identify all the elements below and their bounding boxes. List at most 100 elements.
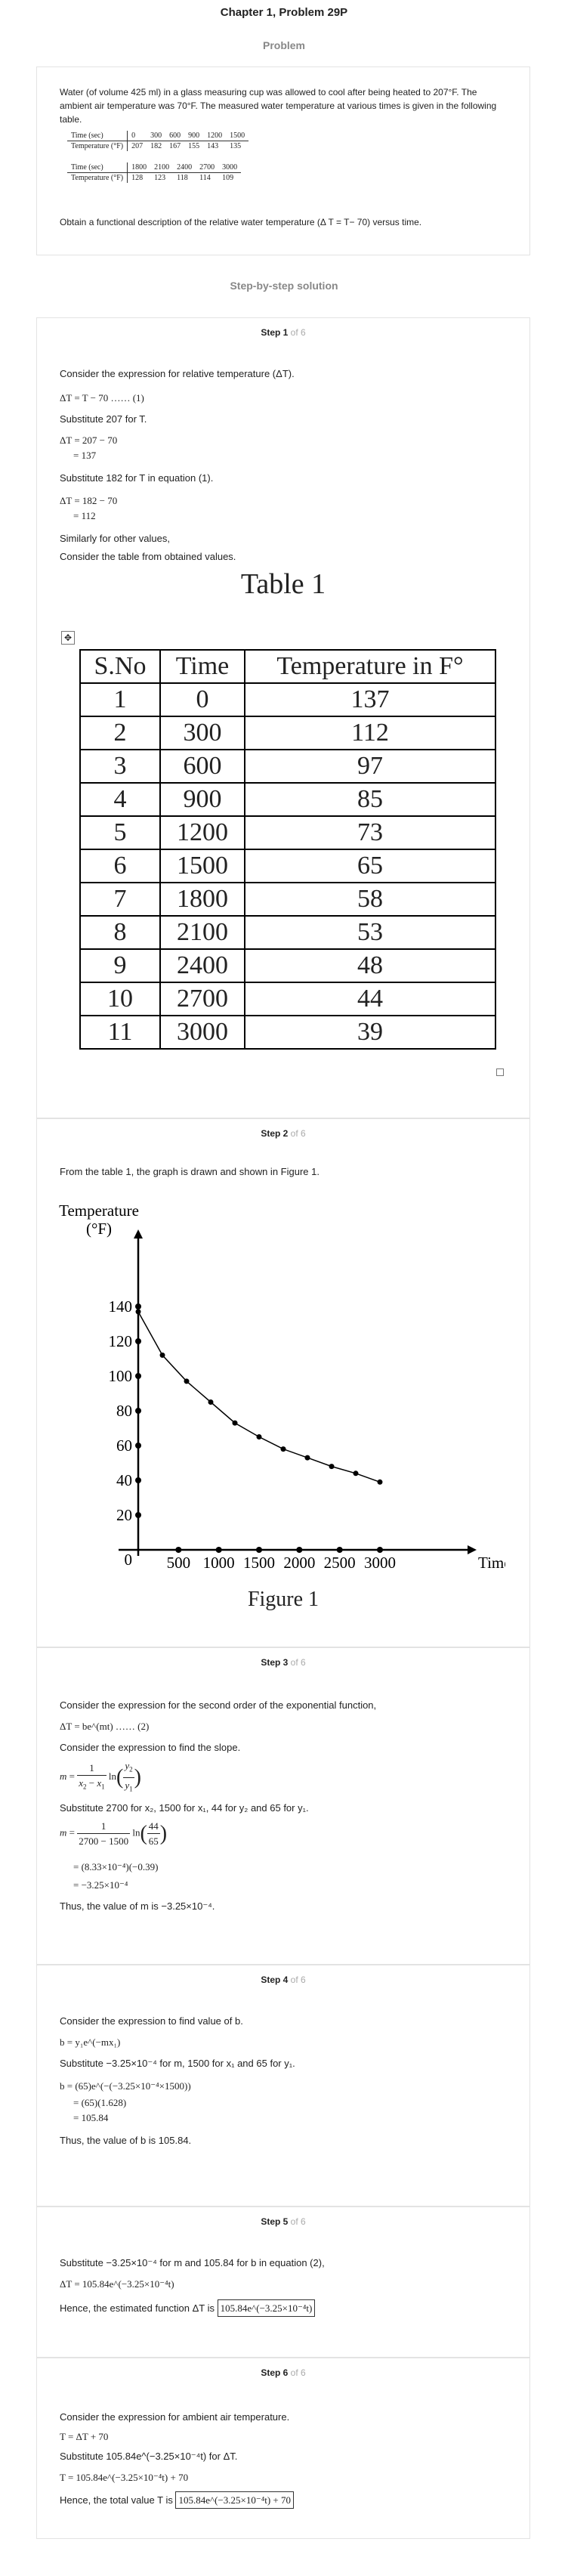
table-cell: 3000 [159,1015,245,1050]
table-cell: 118 [177,174,188,182]
y-tick-marker [135,1477,141,1483]
y-tick-label: 100 [109,1367,133,1385]
column-header: Time [159,649,245,684]
y-tick-label: 60 [116,1436,132,1455]
y-tick-label: 20 [116,1506,132,1524]
y-tick-label: 80 [116,1402,132,1420]
table-cell: 182 [150,142,162,150]
figure-caption: Figure 1 [247,1588,320,1611]
table-header: Time (sec) [67,131,128,141]
series-line [137,1311,381,1483]
step-4-card: Step 4 of 6 Consider the expression to f… [36,1965,530,2206]
step-text: Substitute 207 for T. [60,413,147,425]
y-tick-label: 40 [116,1471,132,1489]
equation: ΔT = 105.84e^(−3.25×10⁻⁴t) [60,2278,174,2290]
equation: = 112 [73,510,96,521]
equation: T = ΔT + 70 [60,2431,109,2442]
data-point [232,1420,238,1426]
table-cell: 600 [165,131,185,141]
table-cell: 109 [222,174,234,182]
data-point [377,1479,383,1485]
temperature-chart: Temperature(°F) Time (sec) 0 20 40 60 80 100 120… [59,1201,505,1572]
x-tick-marker [336,1547,343,1553]
equation: ΔT = 182 − 70 [60,495,118,506]
table-row: 10 2700 44 [79,982,496,1016]
y-tick-marker [135,1303,141,1310]
step-text: From the table 1, the graph is drawn and… [60,1166,320,1177]
table-row: 1 0 137 [79,682,496,717]
table-cell: 2700 [159,982,245,1016]
table-cell: 4 [79,782,161,817]
step-5-card: Step 5 of 6 Substitute −3.25×10⁻⁴ for m … [36,2206,530,2358]
step-3-card: Step 3 of 6 Consider the expression for … [36,1647,530,1965]
table-row: 8 2100 53 [79,915,496,950]
table-cell: 114 [199,174,211,182]
problem-table-2: Time (sec) 1800 2100 2400 2700 3000 Temp… [67,162,242,183]
table-cell: 900 [159,782,245,817]
answer-box: 105.84e^(−3.25×10⁻⁴t) [217,2299,316,2317]
x-tick-marker [296,1547,303,1553]
table-row: 2 300 112 [79,716,496,750]
data-point [280,1446,286,1452]
solution-label: Step-by-step solution [230,280,338,292]
table-cell: 300 [147,131,166,141]
y-tick-marker [135,1373,141,1379]
table-cell: 65 [244,849,496,883]
step-answer-line: Hence, the total value T is 105.84e^(−3.… [60,2491,507,2509]
step-text: Consider the expression for the second o… [60,1699,377,1711]
page-title: Chapter 1, Problem 29P [220,6,348,19]
x-axis-arrow-icon [468,1545,477,1554]
table-cell: 3 [79,749,161,784]
table-cell: 11 [79,1015,161,1050]
x-tick-label: 0 [125,1551,133,1569]
step-text: Substitute 2700 for x₂, 1500 for x₁, 44 … [60,1802,309,1814]
equation: ΔT = be^(mt) …… (2) [60,1721,150,1732]
y-axis-unit-label: (°F) [86,1220,112,1238]
table-row: 4 900 85 [79,782,496,817]
problem-question: Obtain a functional description of the r… [60,217,422,227]
table-row: 5 1200 73 [79,815,496,850]
table-cell: 53 [244,915,496,950]
table-cell: 900 [184,131,204,141]
table-cell: 9 [79,948,161,983]
step-1-card: Step 1 of 6 Consider the expression for … [36,317,530,1118]
answer-box: 105.84e^(−3.25×10⁻⁴t) + 70 [175,2491,294,2509]
table-cell: 0 [127,131,147,141]
x-tick-marker [215,1547,222,1553]
step-text: Thus, the value of b is 105.84. [60,2135,192,2146]
data-point [256,1434,262,1440]
problem-text: Water (of volume 425 ml) in a glass meas… [60,87,497,125]
x-tick-label: 2000 [283,1554,315,1572]
slope-substitution: m = 1 2700 − 1500 ln(44 65) [60,1820,168,1847]
y-tick-marker [135,1512,141,1518]
step-heading: Step 4 of 6 [261,1975,306,1985]
table-cell: 1500 [226,131,249,141]
table-header: Time (sec) [67,162,128,173]
step-heading: Step 5 of 6 [261,2216,306,2227]
x-tick-label: 1000 [203,1554,235,1572]
step-heading: Step 6 of 6 [261,2367,306,2378]
x-tick-label: 500 [167,1554,191,1572]
problem-table-1: Time (sec) 0 300 600 900 1200 1500 Tempe… [67,131,249,151]
x-tick-label: 3000 [364,1554,396,1572]
table-cell: 143 [207,142,219,150]
equation: ΔT = T − 70 …… (1) [60,392,144,404]
table-cell: 135 [230,142,242,150]
move-handle-icon[interactable]: ✥ [61,631,75,645]
table-cell: 1500 [159,849,245,883]
slope-formula: m = 1 x2 − x1 ln(y2 y1) [60,1760,141,1793]
resize-handle-icon[interactable] [496,1068,504,1076]
equation: = (65)(1.628) [73,2097,127,2108]
table-row: 9 2400 48 [79,948,496,983]
table-cell: 207 [131,142,144,150]
step-text: Substitute 105.84e^(−3.25×10⁻⁴t) for ΔT. [60,2451,238,2462]
table-cell: 58 [244,882,496,917]
table-cell: 5 [79,815,161,850]
table-cell: 85 [244,782,496,817]
table-row: 11 3000 39 [79,1015,496,1050]
step-text: Substitute −3.25×10⁻⁴ for m, 1500 for x₁… [60,2058,295,2069]
data-point [159,1352,165,1358]
x-tick-marker [175,1547,182,1553]
equation: T = 105.84e^(−3.25×10⁻⁴t) + 70 [60,2472,189,2483]
step-2-card: Step 2 of 6 From the table 1, the graph … [36,1118,530,1647]
